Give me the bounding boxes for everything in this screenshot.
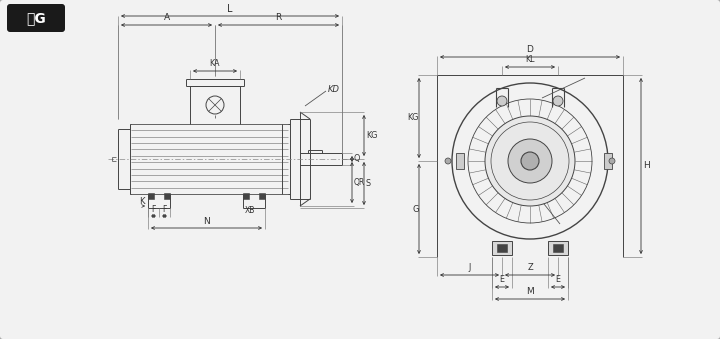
Text: KA: KA <box>210 60 220 68</box>
Bar <box>456 153 464 169</box>
Text: Q: Q <box>354 155 361 163</box>
Text: 図G: 図G <box>26 11 46 25</box>
Text: XB: XB <box>245 206 256 215</box>
Text: KL: KL <box>526 56 535 64</box>
Bar <box>548 241 568 255</box>
Text: J: J <box>469 263 471 273</box>
Text: Z: Z <box>527 263 533 273</box>
Circle shape <box>445 158 451 164</box>
Text: KD: KD <box>328 84 340 94</box>
Text: K: K <box>140 197 145 205</box>
Text: A: A <box>163 14 170 22</box>
Text: F: F <box>162 205 167 215</box>
Text: S: S <box>366 179 371 188</box>
Text: E: E <box>500 276 505 284</box>
FancyBboxPatch shape <box>7 4 65 32</box>
Text: N: N <box>203 217 210 225</box>
Circle shape <box>609 158 615 164</box>
Bar <box>259 193 265 199</box>
Text: E: E <box>556 276 560 284</box>
Bar <box>497 244 507 252</box>
Text: KG: KG <box>408 114 419 122</box>
Text: R: R <box>275 14 282 22</box>
Bar <box>492 241 512 255</box>
Text: QR: QR <box>354 178 365 187</box>
Circle shape <box>553 96 563 106</box>
Text: F: F <box>151 205 156 215</box>
Circle shape <box>485 116 575 206</box>
Circle shape <box>521 152 539 170</box>
Text: M: M <box>526 287 534 297</box>
Bar <box>164 193 170 199</box>
Circle shape <box>508 139 552 183</box>
Text: H: H <box>644 161 650 171</box>
Bar <box>148 193 154 199</box>
Text: KG: KG <box>366 131 377 140</box>
Text: G: G <box>413 204 419 214</box>
Bar <box>604 153 612 169</box>
Text: D: D <box>526 45 534 55</box>
Bar <box>243 193 249 199</box>
Circle shape <box>497 96 507 106</box>
Bar <box>553 244 563 252</box>
Text: L: L <box>228 3 233 14</box>
